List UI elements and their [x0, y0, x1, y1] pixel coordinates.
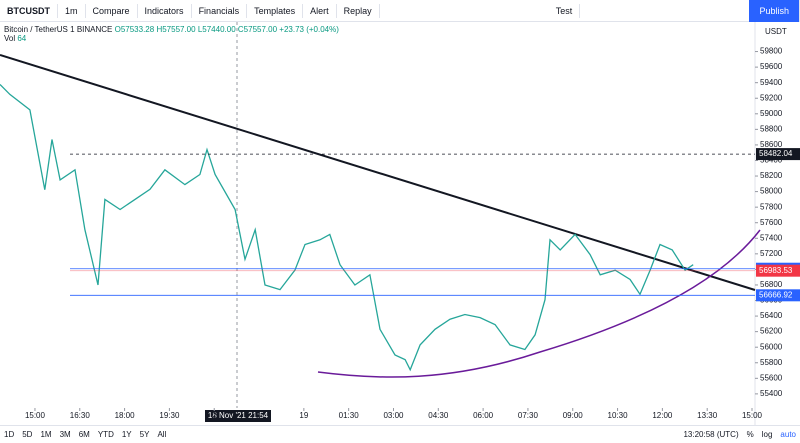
tool[interactable]: Replay [337, 3, 380, 18]
y-tick-label: 55400 [760, 389, 783, 398]
price-label-box [756, 148, 800, 161]
x-tick-label: 18:00 [115, 411, 136, 420]
y-tick-label: 59200 [760, 93, 783, 102]
price-label: 56983.53 [759, 266, 793, 275]
y-tick-label: 56400 [760, 311, 783, 320]
range[interactable]: 1Y [121, 430, 132, 439]
y-tick-label: 56000 [760, 342, 783, 351]
name: Bitcoin / TetherUS [4, 25, 68, 34]
range[interactable]: All [157, 430, 167, 439]
symbol[interactable]: BTCUSDT [0, 3, 58, 18]
range[interactable]: 1M [40, 430, 52, 439]
y-tick-label: 58000 [760, 187, 783, 196]
option[interactable]: auto [780, 430, 796, 439]
price-line [0, 84, 694, 372]
price-label: 56666.92 [759, 290, 793, 299]
publish-button[interactable]: Publish [749, 0, 800, 22]
x-tick-label: 09:00 [563, 411, 584, 420]
x-tick-label: 01:30 [339, 411, 360, 420]
x-tick-label: 19:30 [159, 411, 180, 420]
y-tick-label: 59800 [760, 47, 783, 56]
unit: USDT [765, 27, 787, 36]
x-tick-label: 04:30 [428, 411, 449, 420]
y-tick-label: 56800 [760, 280, 783, 289]
x-tick-label: 12:00 [652, 411, 673, 420]
chart: 18 Nov '21 21:54 USDT 55400 55600 55800 560… [0, 22, 800, 425]
crosshair-time-box [205, 410, 271, 422]
range[interactable]: 6M [78, 430, 90, 439]
trend-line [0, 54, 756, 291]
footer: 1D 5D 1M 3M 6M YTD 1Y 5Y All 13:20:58 (U… [0, 425, 800, 443]
clock: 13:20:58 (UTC) [683, 430, 739, 439]
option[interactable]: log [761, 430, 773, 439]
range[interactable]: 5D [22, 430, 33, 439]
y-tick-label: 55600 [760, 373, 783, 382]
ohlc: O57533.28 [114, 25, 155, 34]
layout-name[interactable]: Test [549, 3, 581, 18]
exchange: BINANCE [76, 25, 113, 34]
range[interactable]: YTD [97, 430, 114, 439]
curve-drawing [317, 229, 761, 378]
y-tick-label: 55800 [760, 358, 783, 367]
y-tick-label: 59400 [760, 78, 783, 87]
ohlc: H57557.00 [156, 25, 196, 34]
x-tick-label: 07:30 [518, 411, 539, 420]
price-label-box [756, 289, 800, 302]
x-tick-label: 16:30 [70, 411, 91, 420]
range[interactable]: 3M [59, 430, 71, 439]
y-tick-label: 59600 [760, 62, 783, 71]
ohlc: C57557.00 [237, 25, 278, 34]
interval: 1 [70, 25, 75, 34]
ohlc: +23.73 (+0.04%) [279, 25, 339, 34]
y-tick-label: 59000 [760, 109, 783, 118]
x-tick-label: 03:00 [383, 411, 404, 420]
tool[interactable]: Templates [247, 3, 304, 18]
volume-label: Vol [4, 34, 16, 43]
range[interactable]: 1D [4, 430, 15, 439]
legend: Bitcoin / TetherUS 1 BINANCE O57533.28 H… [4, 25, 339, 43]
range[interactable]: 5Y [139, 430, 150, 439]
y-tick-label: 57200 [760, 249, 783, 258]
y-tick-label: 58600 [760, 140, 783, 149]
option[interactable]: % [746, 430, 754, 439]
y-tick-label: 57600 [760, 218, 783, 227]
y-tick-label: 58200 [760, 171, 783, 180]
price-label: 58482.04 [759, 149, 793, 158]
interval[interactable]: 1m [58, 3, 86, 18]
x-tick-label: 10:30 [608, 411, 629, 420]
tool[interactable]: Alert [303, 3, 337, 18]
tool[interactable]: Compare [86, 3, 138, 18]
x-tick-label: 06:00 [473, 411, 494, 420]
crosshair-time: 18 Nov '21 21:54 [208, 411, 269, 420]
y-tick-label: 57800 [760, 202, 783, 211]
price-label-box [756, 264, 800, 277]
x-tick-label: 15:00 [25, 411, 46, 420]
toolbar: BTCUSDT 1m Compare Indicators Financials… [0, 0, 800, 22]
x-tick-label: 19 [299, 411, 308, 420]
ohlc: L57440.00 [197, 25, 236, 34]
y-tick-label: 56200 [760, 327, 783, 336]
y-tick-label: 57400 [760, 233, 783, 242]
x-tick-label: 13:30 [697, 411, 718, 420]
y-tick-label: 58800 [760, 124, 783, 133]
tool[interactable]: Indicators [138, 3, 192, 18]
tool[interactable]: Financials [192, 3, 248, 18]
volume-value: 64 [17, 34, 27, 43]
x-tick-label: 2 [212, 411, 217, 420]
x-tick-label: 15:00 [742, 411, 763, 420]
